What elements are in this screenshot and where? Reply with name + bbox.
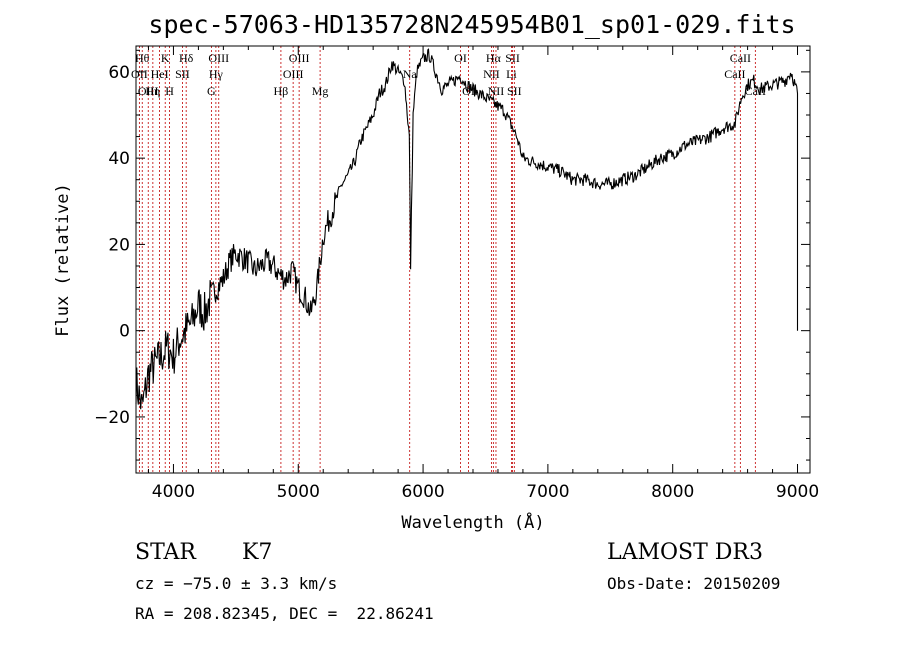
line-label: SII <box>507 84 522 98</box>
line-label: Mg <box>312 84 329 98</box>
line-label: Hδ <box>179 51 194 65</box>
line-label: SII <box>175 67 190 81</box>
line-label: Hγ <box>209 67 224 81</box>
spectral-line-markers: OIIHθOIIIHηHeIKHSIIHδGHγOIIIHβOIIIOIIIMg… <box>131 46 766 473</box>
coordinates-readout: RA = 208.82345, DEC = 22.86241 <box>135 604 434 623</box>
spectrum-line <box>135 48 799 410</box>
x-axis: 4000 5000 6000 7000 8000 9000 <box>147 46 819 502</box>
y-axis-label: Flux (relative) <box>53 183 73 337</box>
line-label: Na <box>403 67 418 81</box>
line-label: CaII <box>724 67 745 81</box>
line-label: OII <box>131 67 148 81</box>
x-tick-label: 4000 <box>152 482 195 502</box>
line-label: Hη <box>145 84 160 98</box>
observation-date: Obs-Date: 20150209 <box>607 574 781 593</box>
line-label: K <box>161 51 170 65</box>
line-label: Hβ <box>274 84 289 98</box>
line-label: G <box>207 84 216 98</box>
x-tick-label: 8000 <box>651 482 694 502</box>
y-tick-label: 60 <box>108 63 130 83</box>
object-subclass: K7 <box>242 540 273 565</box>
y-tick-label: −20 <box>94 408 130 428</box>
line-label: OIII <box>283 67 304 81</box>
line-label: OIII <box>289 51 310 65</box>
y-tick-label: 0 <box>119 322 130 342</box>
line-label: Hθ <box>135 51 150 65</box>
line-label: NII <box>488 84 505 98</box>
line-label: NII <box>483 67 500 81</box>
survey-name: LAMOST DR3 <box>607 540 763 565</box>
x-tick-label: 5000 <box>277 482 320 502</box>
line-label: OI <box>454 51 467 65</box>
chart-title: spec-57063-HD135728N245954B01_sp01-029.f… <box>148 10 795 39</box>
line-label: H <box>165 84 174 98</box>
x-tick-label: 6000 <box>401 482 444 502</box>
y-axis: −20 0 20 40 60 <box>94 49 810 461</box>
line-label: CaII <box>730 51 751 65</box>
line-label: Hα <box>486 51 502 65</box>
x-tick-label: 7000 <box>526 482 569 502</box>
line-label: Li <box>506 67 517 81</box>
line-label: OIII <box>138 84 159 98</box>
y-tick-label: 40 <box>108 149 130 169</box>
x-tick-label: 9000 <box>776 482 819 502</box>
line-label: OIII <box>208 51 229 65</box>
redshift-readout: cz = −75.0 ± 3.3 km/s <box>135 574 338 593</box>
line-label: HeI <box>151 67 169 81</box>
line-label: SII <box>505 51 520 65</box>
x-axis-label: Wavelength (Å) <box>401 511 544 533</box>
y-tick-label: 20 <box>108 235 130 255</box>
object-class: STAR <box>135 540 196 565</box>
